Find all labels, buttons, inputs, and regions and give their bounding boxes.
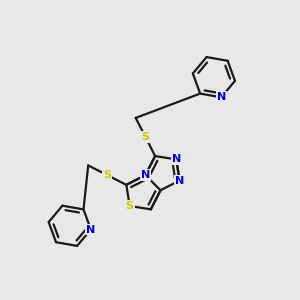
Text: N: N [86,224,95,235]
Text: N: N [175,176,184,185]
Text: S: S [126,201,134,211]
Text: S: S [103,170,111,180]
Text: S: S [141,132,149,142]
Text: N: N [172,154,181,164]
Text: N: N [217,92,226,102]
Text: N: N [141,170,150,180]
